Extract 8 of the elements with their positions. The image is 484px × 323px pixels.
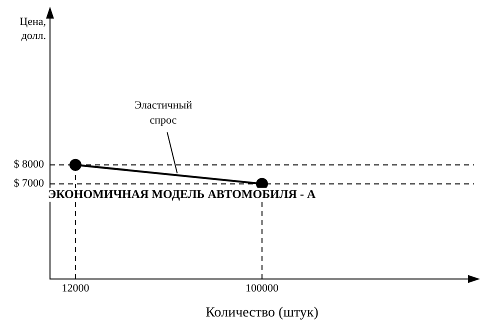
annotation: Эластичный спрос	[134, 100, 192, 127]
annotation: ЭКОНОМИЧНАЯ МОДЕЛЬ АВТОМОБИЛЯ - А	[48, 186, 316, 201]
x-tick-label: 100000	[246, 282, 279, 294]
x-tick-label: 12000	[62, 282, 90, 294]
y-axis-title: Цена, долл.	[20, 16, 46, 42]
y-tick-label: $ 8000	[14, 158, 44, 171]
x-axis-title: Количество (штук)	[206, 305, 319, 320]
y-tick-label: $ 7000	[14, 178, 44, 190]
